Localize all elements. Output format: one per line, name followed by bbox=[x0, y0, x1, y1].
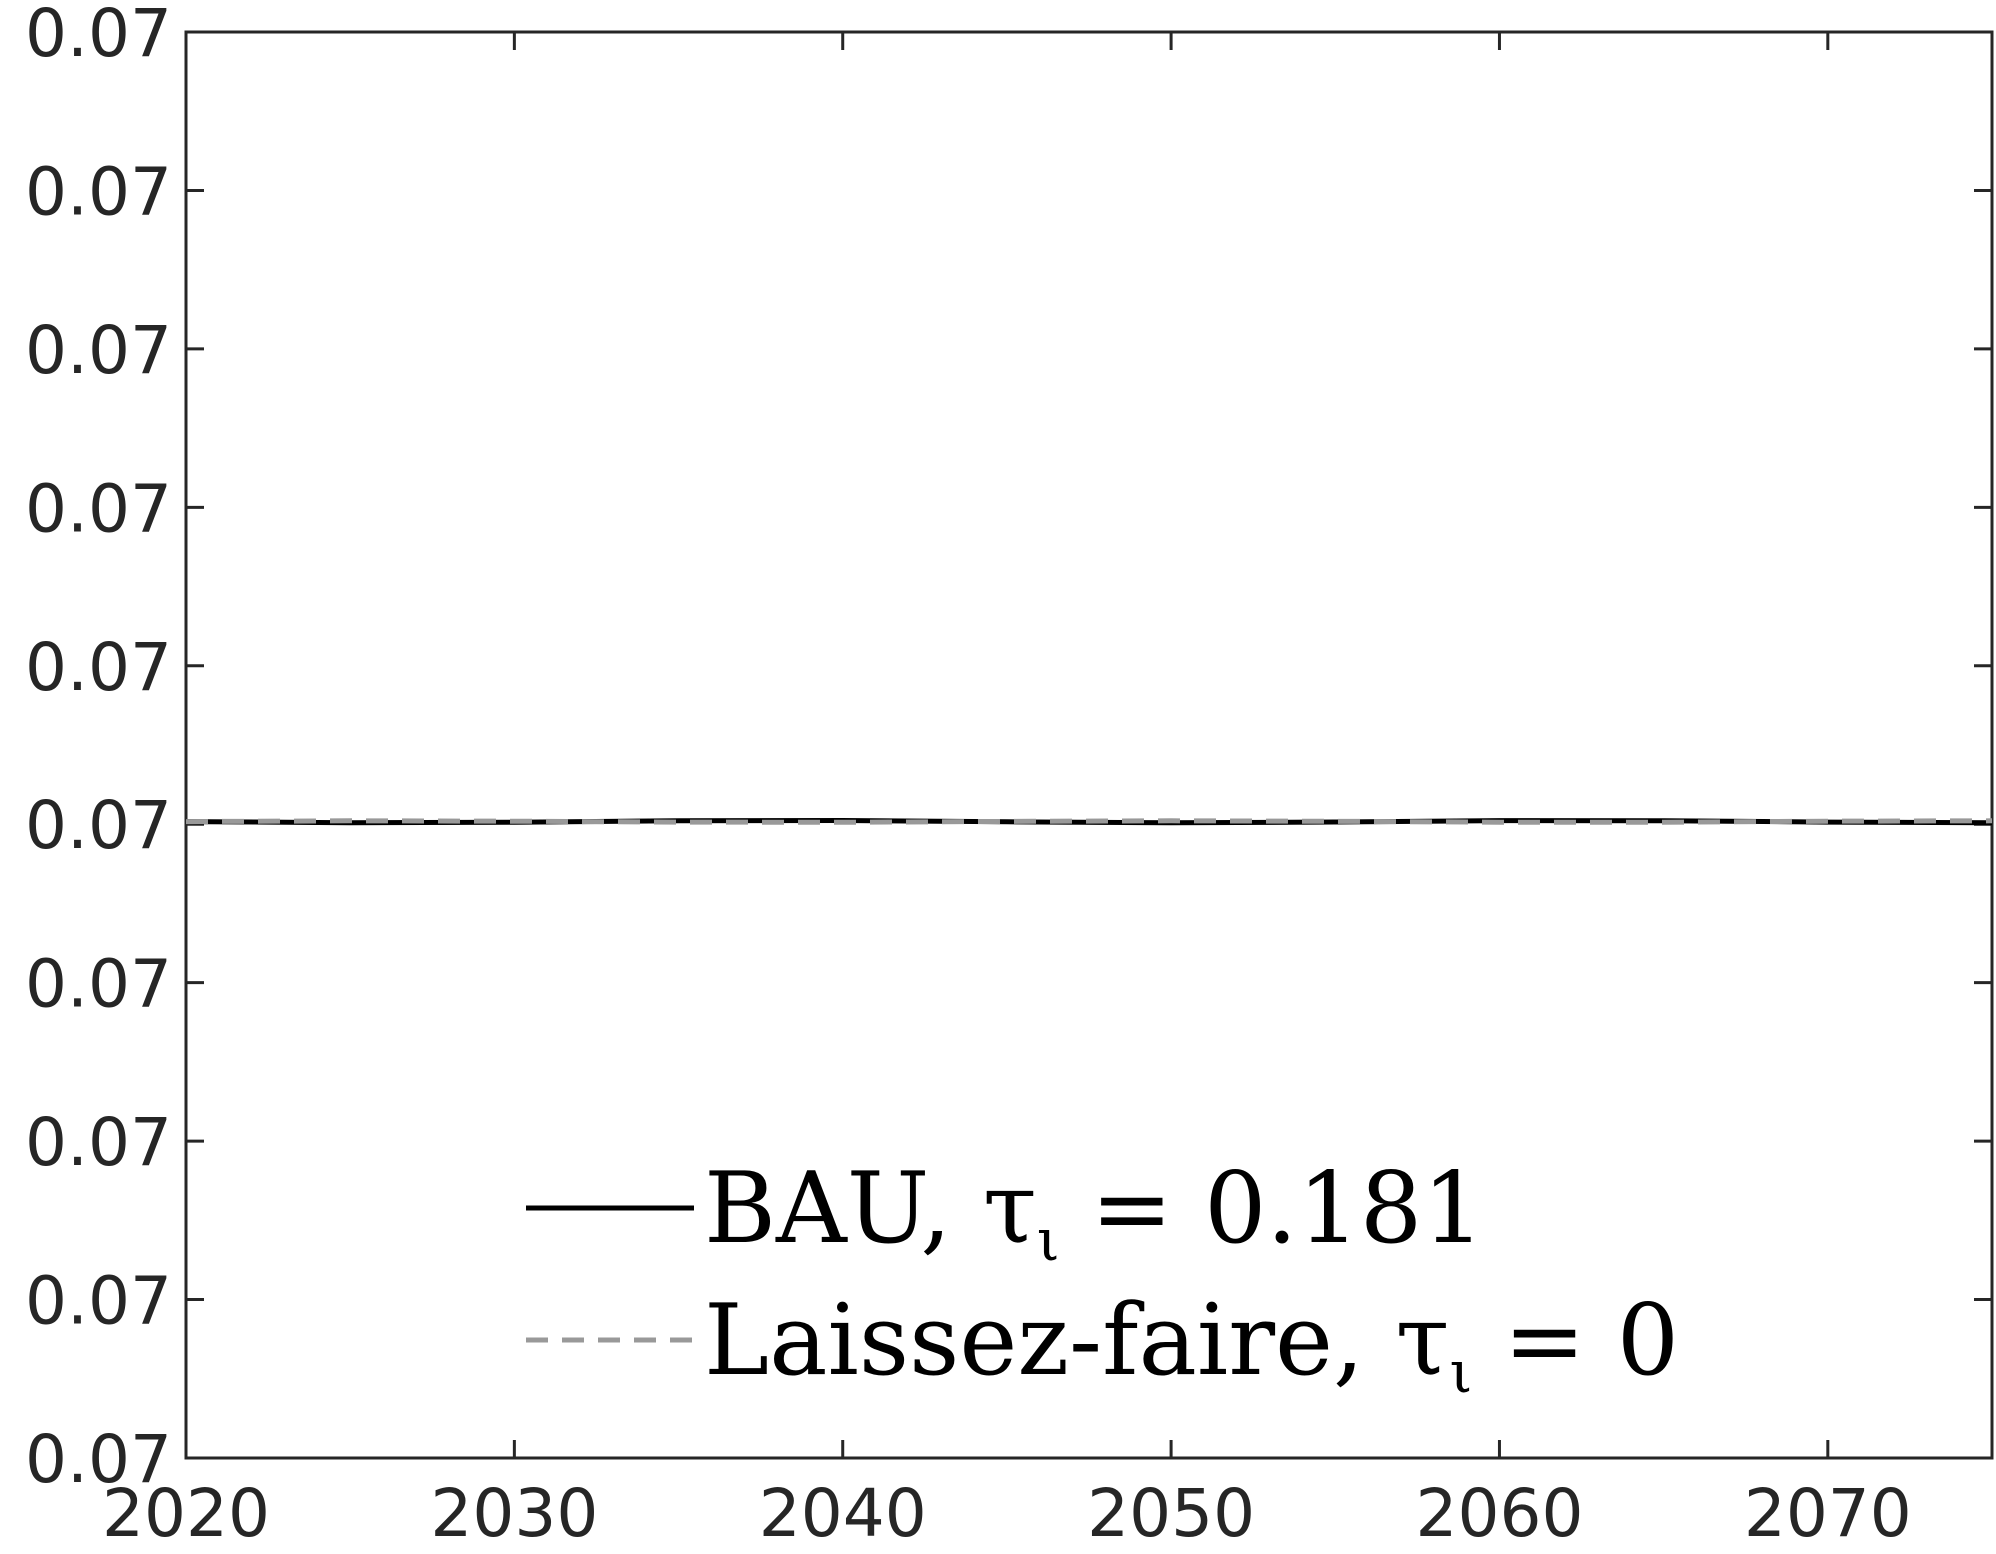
y-tick-label: 0.07 bbox=[25, 1263, 172, 1340]
series-lines bbox=[185, 817, 1993, 826]
x-tick-label: 2070 bbox=[1744, 1475, 1912, 1552]
y-tick-label: 0.07 bbox=[25, 153, 172, 230]
y-tick-label: 0.07 bbox=[25, 0, 172, 72]
y-tick-label: 0.07 bbox=[25, 629, 172, 706]
y-tick-label: 0.07 bbox=[25, 946, 172, 1023]
x-axis: 2020 2030 2040 2050 2060 2070 bbox=[102, 32, 1912, 1552]
y-tick-label: 0.07 bbox=[25, 787, 172, 864]
x-tick-label: 2040 bbox=[759, 1475, 927, 1552]
axes-box bbox=[184, 30, 1994, 1460]
series-line-laissez-faire bbox=[185, 818, 1993, 825]
plot-area: 0.070.070.070.070.070.070.070.070.070.07… bbox=[25, 0, 1994, 1552]
x-tick-label: 2050 bbox=[1087, 1475, 1255, 1552]
y-tick-label: 0.07 bbox=[25, 1421, 172, 1498]
y-tick-label: 0.07 bbox=[25, 470, 172, 547]
x-tick-label: 2030 bbox=[430, 1475, 598, 1552]
y-tick-label: 0.07 bbox=[25, 312, 172, 389]
x-tick-label: 2060 bbox=[1415, 1475, 1583, 1552]
legend-label: BAU, τι = 0.181 bbox=[704, 1152, 1485, 1274]
y-axis: 0.07 0.07 0.07 0.07 0.07 0.07 0.07 0.07 0.07 0.07 bbox=[25, 0, 1992, 1498]
legend-label: Laissez-faire, τι = 0 bbox=[704, 1284, 1679, 1406]
x-tick-label: 2020 bbox=[102, 1475, 270, 1552]
y-tick-label: 0.07 bbox=[25, 1104, 172, 1181]
